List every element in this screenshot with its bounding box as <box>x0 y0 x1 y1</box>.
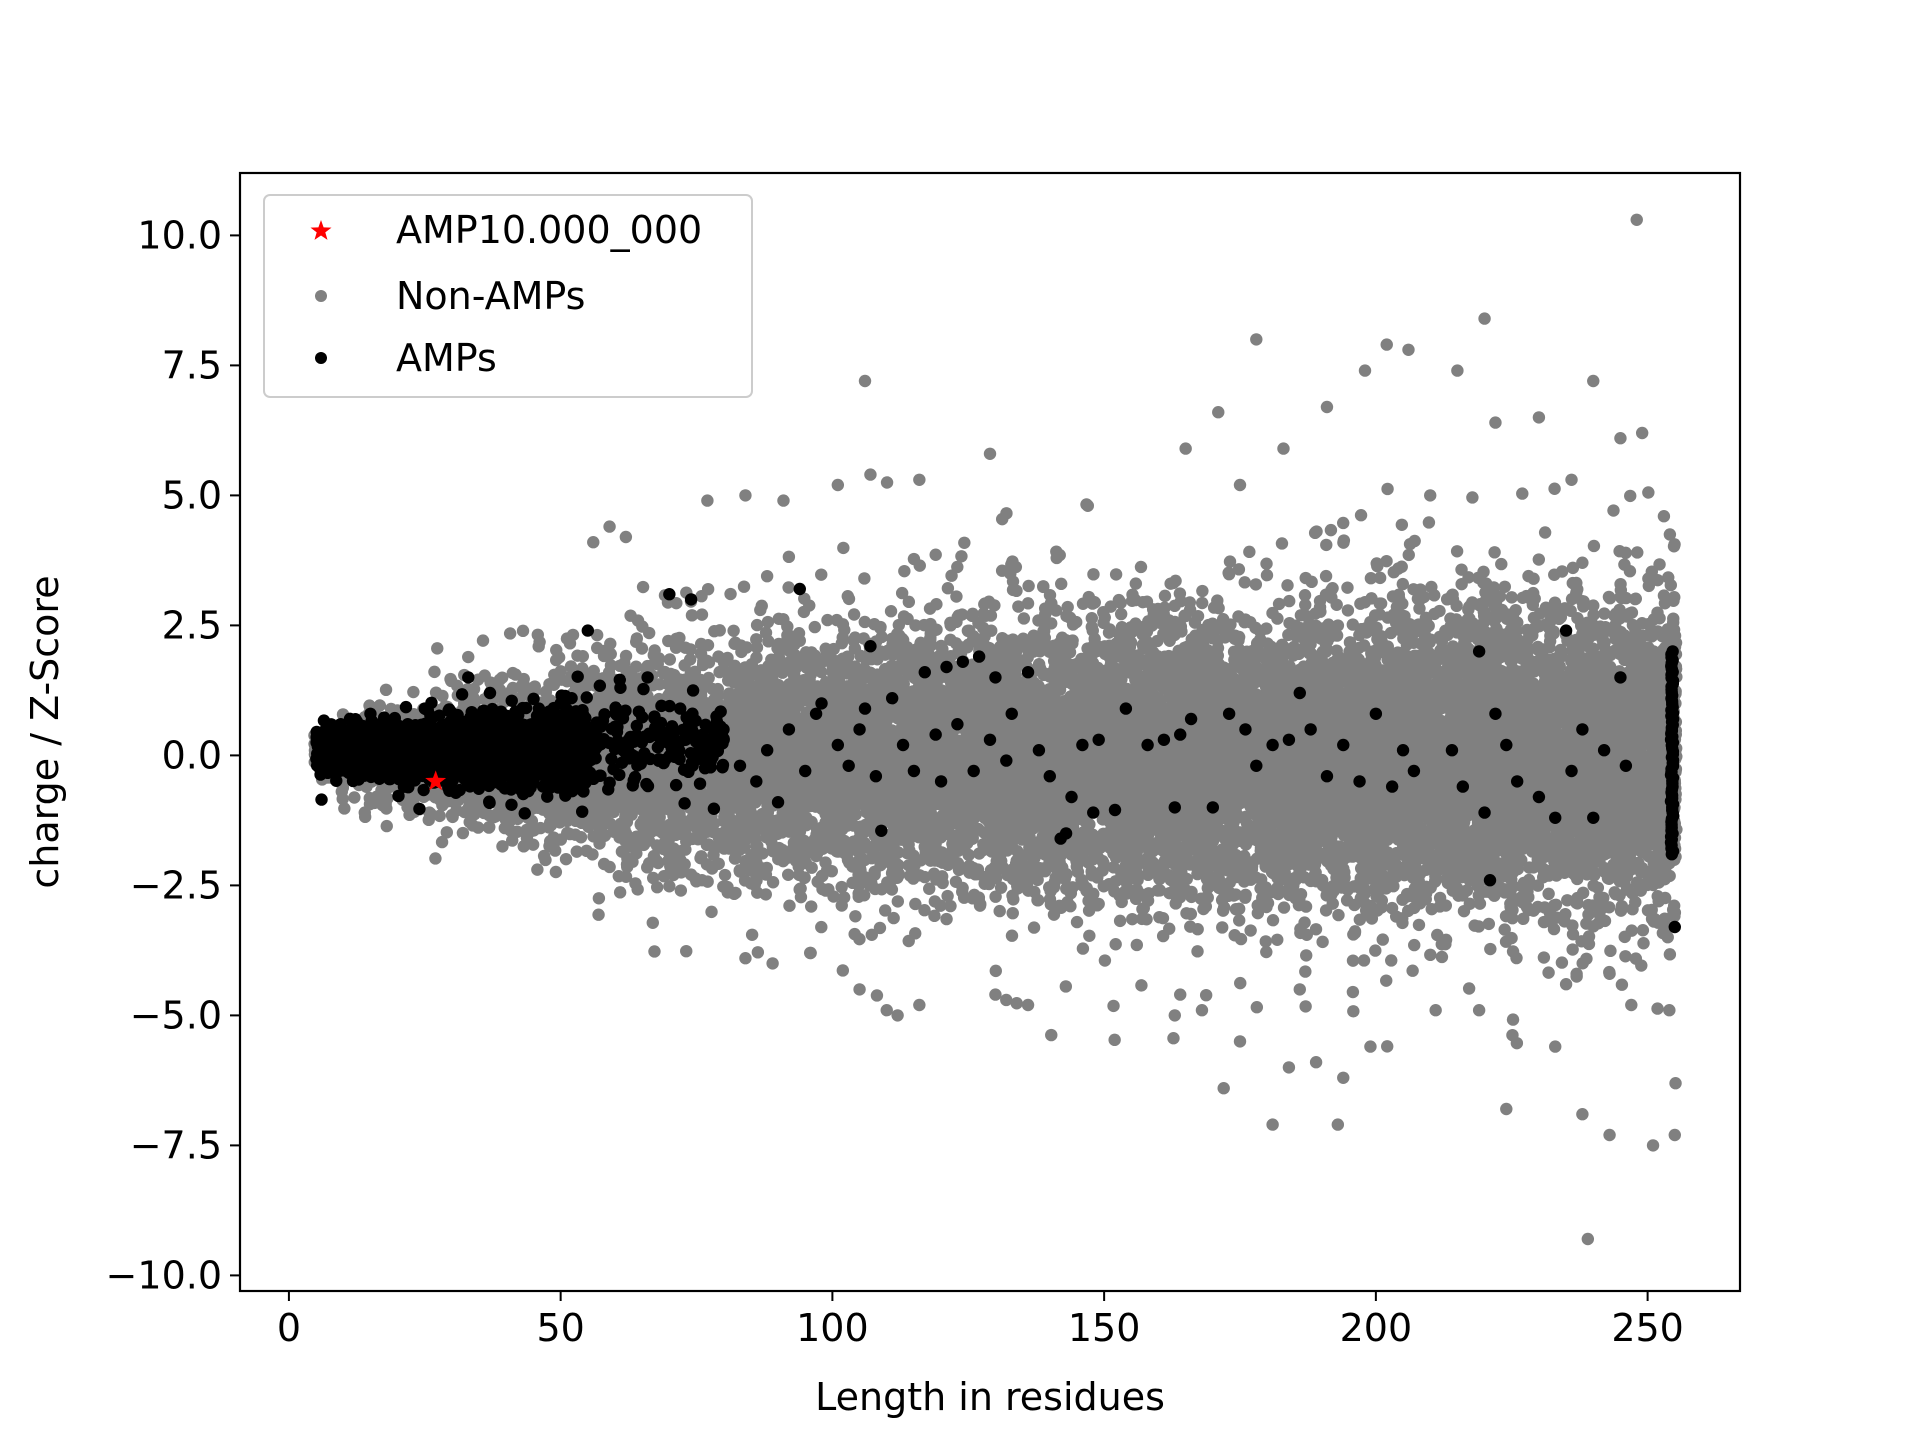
non-amp-point <box>1381 1040 1394 1053</box>
non-amp-point <box>549 865 563 879</box>
non-amp-point <box>1493 590 1507 603</box>
non-amp-point <box>1045 1028 1058 1042</box>
non-amp-point <box>1566 561 1580 575</box>
non-amp-point <box>336 792 349 806</box>
non-amp-point <box>1364 572 1378 585</box>
non-amp-point <box>1229 903 1243 916</box>
non-amp-point <box>1484 942 1497 956</box>
non-amp-point <box>1396 577 1409 591</box>
non-amp-point <box>629 660 643 673</box>
non-amp-point <box>1457 904 1471 918</box>
non-amp-point <box>1021 597 1035 610</box>
non-amp-point <box>476 634 490 647</box>
non-amp-point <box>1607 504 1620 517</box>
non-amp-point <box>1385 954 1398 967</box>
non-amp-point <box>1076 942 1090 955</box>
non-amp-point <box>1319 569 1333 583</box>
non-amp-point <box>503 627 517 640</box>
non-amp-point <box>1587 539 1601 553</box>
non-amp-point <box>941 889 954 903</box>
non-amp-point <box>1005 929 1019 942</box>
non-amp-point <box>1533 607 1547 620</box>
non-amp-point <box>1498 580 1512 593</box>
non-amp-point <box>379 683 393 697</box>
non-amp-point <box>1250 1001 1264 1014</box>
non-amp-point <box>348 791 361 804</box>
non-amp-point <box>496 840 509 853</box>
non-amp-point <box>338 802 351 815</box>
non-amp-point <box>619 870 633 883</box>
non-amp-point <box>821 613 834 627</box>
non-amp-point <box>952 863 966 877</box>
non-amp-point <box>918 904 931 917</box>
non-amp-point <box>1663 528 1677 541</box>
non-amp-point <box>1107 999 1120 1013</box>
non-amp-point <box>907 552 921 566</box>
non-amp-point <box>685 609 699 622</box>
non-amp-point <box>1309 923 1323 936</box>
non-amp-point <box>1337 516 1350 530</box>
non-amp-point <box>695 608 709 621</box>
non-amp-point <box>1341 604 1355 617</box>
non-amp-point <box>782 550 796 564</box>
non-amp-point <box>994 881 1008 894</box>
non-amp-point <box>648 945 661 958</box>
non-amp-point <box>431 642 444 655</box>
non-amp-point <box>1625 606 1639 619</box>
non-amp-point <box>1281 579 1294 592</box>
non-amp-point <box>923 882 936 895</box>
non-amp-point <box>1406 964 1419 977</box>
non-amp-point <box>1266 913 1280 927</box>
non-amp-point <box>1196 584 1209 598</box>
non-amp-point <box>1408 938 1421 952</box>
non-amp-point <box>1055 577 1068 591</box>
non-amp-point <box>902 859 916 872</box>
non-amp-point <box>1353 913 1367 926</box>
non-amp-point <box>891 895 905 908</box>
non-amp-point <box>1012 600 1025 613</box>
non-amp-point <box>835 880 848 894</box>
non-amp-point <box>1234 976 1247 990</box>
non-amp-point <box>1243 545 1256 559</box>
non-amp-point <box>1027 921 1041 934</box>
non-amp-point <box>1320 538 1333 552</box>
non-amp-point <box>592 908 605 921</box>
non-amp-point <box>1000 993 1013 1007</box>
non-amp-point <box>1532 553 1546 566</box>
non-amp-point <box>1249 578 1263 591</box>
non-amp-point <box>1576 556 1589 569</box>
non-amp-point <box>1587 599 1600 612</box>
non-amp-point <box>531 863 544 876</box>
non-amp-point <box>646 916 659 929</box>
non-amp-point <box>955 550 968 563</box>
